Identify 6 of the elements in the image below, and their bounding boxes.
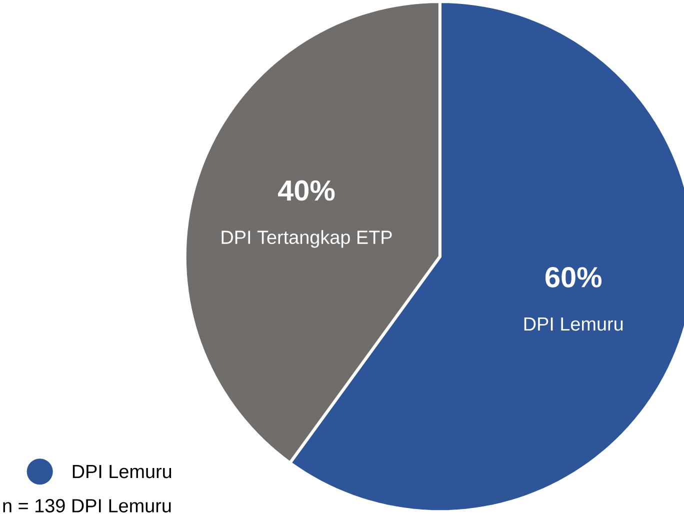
text: n = 139 DPI Lemuru xyxy=(3,498,171,512)
data-label: 60% xyxy=(546,266,602,288)
slice-label: DPI Lemuru xyxy=(524,317,623,331)
data-label: 40% xyxy=(278,180,335,201)
legend-label: DPI Lemuru xyxy=(72,464,172,478)
slice-label: DPI Tertangkap ETP xyxy=(222,230,392,248)
